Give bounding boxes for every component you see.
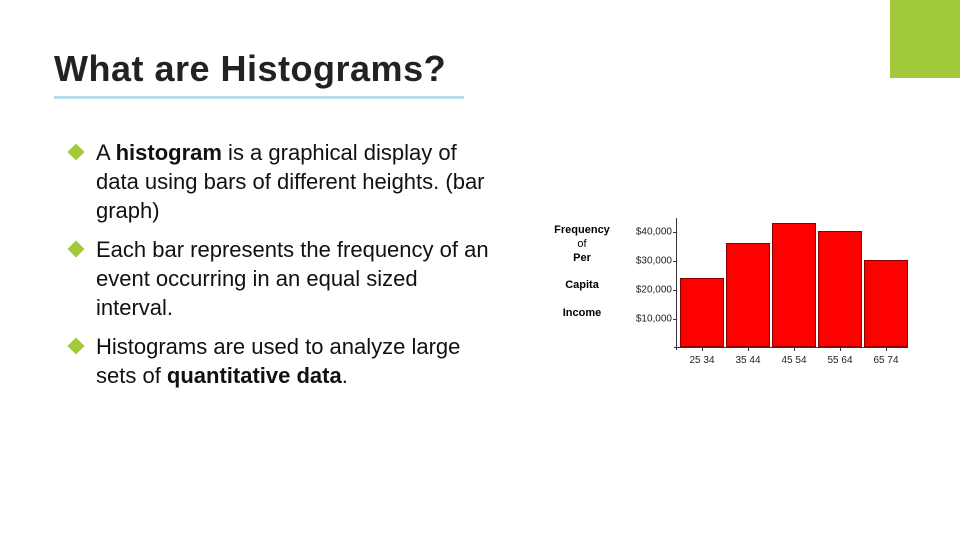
accent-corner (890, 0, 960, 78)
y-axis-label-line (546, 293, 618, 307)
bullet-item: Histograms are used to analyze large set… (70, 332, 490, 390)
bullet-text-bold: quantitative data (167, 363, 342, 388)
chart-area: $40,000$30,000$20,000$10,00025 3435 4445… (676, 218, 906, 348)
histogram-bar (680, 278, 724, 347)
y-axis-label-line: of (546, 238, 618, 252)
y-tick-label: $40,000 (620, 227, 672, 238)
x-tick-mark (748, 348, 749, 351)
x-tick-label: 65 74 (863, 355, 909, 366)
y-tick-mark (673, 232, 676, 233)
title-underline (54, 96, 464, 99)
y-tick-label: $10,000 (620, 314, 672, 325)
x-tick-label: 35 44 (725, 355, 771, 366)
diamond-icon (68, 338, 85, 355)
histogram-bar (772, 223, 816, 347)
slide-title: What are Histograms? (54, 48, 446, 90)
bullet-item: Each bar represents the frequency of an … (70, 235, 490, 322)
bullet-text-bold: histogram (116, 140, 222, 165)
y-axis-label: FrequencyofPer Capita Income (546, 224, 618, 320)
x-tick-mark (702, 348, 703, 351)
x-tick-label: 55 64 (817, 355, 863, 366)
diamond-icon (68, 144, 85, 161)
y-axis-label-line (546, 265, 618, 279)
y-axis-label-line: Income (546, 307, 618, 321)
y-tick-label: $30,000 (620, 256, 672, 267)
y-axis-label-line: Frequency (546, 224, 618, 238)
y-axis-label-line: Capita (546, 279, 618, 293)
histogram-bar (864, 260, 908, 347)
bullet-item: A histogram is a graphical display of da… (70, 138, 490, 225)
y-tick-mark (673, 261, 676, 262)
x-tick-mark (794, 348, 795, 351)
x-axis (674, 347, 908, 348)
diamond-icon (68, 241, 85, 258)
histogram-figure: FrequencyofPer Capita Income $40,000$30,… (546, 218, 911, 386)
x-tick-mark (840, 348, 841, 351)
bullet-text-pre: Each bar represents the frequency of an … (96, 237, 489, 320)
y-tick-label: $20,000 (620, 285, 672, 296)
histogram-bar (818, 231, 862, 347)
y-tick-mark (673, 290, 676, 291)
bullet-text-post: . (342, 363, 348, 388)
histogram-bar (726, 243, 770, 347)
x-tick-label: 25 34 (679, 355, 725, 366)
bullet-text-pre: A (96, 140, 116, 165)
x-tick-mark (886, 348, 887, 351)
y-axis (676, 218, 677, 350)
y-axis-label-line: Per (546, 252, 618, 266)
x-tick-label: 45 54 (771, 355, 817, 366)
bullet-list: A histogram is a graphical display of da… (70, 138, 490, 400)
y-tick-mark (673, 319, 676, 320)
